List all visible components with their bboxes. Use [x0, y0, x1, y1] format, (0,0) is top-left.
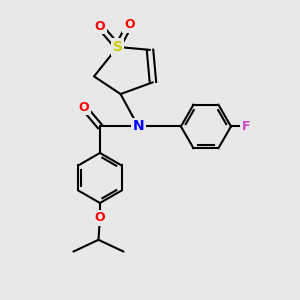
Text: N: N	[132, 119, 144, 134]
Text: F: F	[242, 120, 250, 133]
Text: O: O	[94, 211, 105, 224]
Text: O: O	[78, 101, 89, 114]
Text: O: O	[124, 18, 135, 32]
Text: S: S	[112, 40, 123, 54]
Text: O: O	[94, 20, 105, 33]
